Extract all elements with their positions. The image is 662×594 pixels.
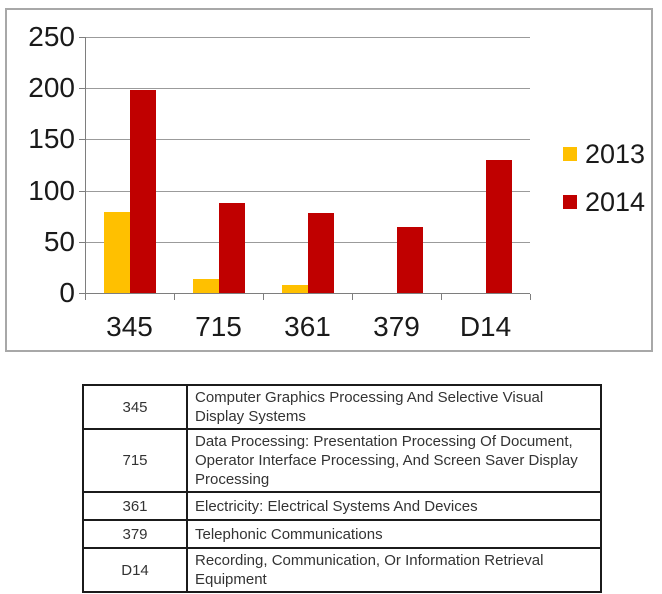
x-axis-label: 361: [284, 311, 331, 342]
bar-2014-379: [396, 227, 423, 293]
y-axis-label: 0: [59, 277, 75, 308]
bar-2014-D14: [485, 159, 512, 293]
x-axis-label: 715: [195, 311, 242, 342]
bar-2014-715: [218, 202, 245, 293]
x-axis-label: 379: [373, 311, 420, 342]
y-axis-line: [85, 37, 86, 293]
description-cell: Data Processing: Presentation Processing…: [186, 428, 602, 493]
code-cell: 361: [82, 491, 188, 521]
x-axis-tick: [530, 294, 531, 300]
x-axis-tick: [441, 294, 442, 300]
legend-entry-2014: 2014: [563, 186, 645, 218]
x-axis-tick: [174, 294, 175, 300]
y-axis-label: 200: [28, 72, 75, 104]
x-axis-label: 345: [106, 311, 153, 342]
y-axis-tick: [79, 37, 85, 38]
bar-chart-panel: 2013 2014 0 50 100 150 200 250 345 715 361 379 D14: [5, 8, 653, 352]
bar-2013-715: [192, 278, 219, 293]
table-row: D14 Recording, Communication, Or Informa…: [82, 547, 602, 593]
x-axis-tick: [352, 294, 353, 300]
y-axis-label: 150: [28, 123, 75, 155]
bar-2013-345: [103, 212, 130, 293]
code-cell: 715: [82, 428, 188, 493]
gridline-100: [85, 190, 530, 192]
x-axis-tick: [263, 294, 264, 300]
legend-swatch-2014-icon: [563, 195, 577, 209]
y-axis-tick: [79, 241, 85, 243]
bar-2014-361: [307, 213, 334, 293]
y-axis-tick: [79, 88, 85, 90]
legend-label-2014: 2014: [585, 187, 646, 217]
bar-2013-361: [281, 284, 308, 293]
gridline-200: [85, 88, 530, 90]
y-axis-label: 50: [43, 225, 75, 257]
table-row: 345 Computer Graphics Processing And Sel…: [82, 384, 602, 430]
table-row: 361 Electricity: Electrical Systems And …: [82, 491, 602, 521]
x-axis-line: [85, 293, 530, 294]
description-cell: Recording, Communication, Or Information…: [186, 547, 602, 593]
code-cell: D14: [82, 547, 188, 593]
x-axis-label: D14: [459, 311, 512, 342]
description-cell: Electricity: Electrical Systems And Devi…: [186, 491, 602, 521]
y-axis-tick: [79, 293, 85, 294]
description-cell: Telephonic Communications: [186, 519, 602, 549]
table-row: 379 Telephonic Communications: [82, 519, 602, 549]
y-axis-tick: [79, 139, 85, 141]
x-axis-tick: [85, 294, 86, 300]
table-row: 715 Data Processing: Presentation Proces…: [82, 428, 602, 493]
gridline-150: [85, 139, 530, 141]
code-cell: 379: [82, 519, 188, 549]
y-axis-tick: [79, 190, 85, 192]
y-axis-label: 100: [28, 174, 75, 206]
code-description-table: 345 Computer Graphics Processing And Sel…: [82, 384, 602, 593]
code-description-table-wrap: 345 Computer Graphics Processing And Sel…: [82, 384, 662, 593]
gridline-250: [85, 37, 530, 38]
chart-legend: 2013 2014: [563, 138, 645, 234]
code-cell: 345: [82, 384, 188, 430]
legend-label-2013: 2013: [585, 139, 646, 169]
legend-entry-2013: 2013: [563, 138, 645, 170]
bar-2014-345: [129, 90, 156, 293]
y-axis-label: 250: [28, 21, 75, 52]
description-cell: Computer Graphics Processing And Selecti…: [186, 384, 602, 430]
legend-swatch-2013-icon: [563, 147, 577, 161]
